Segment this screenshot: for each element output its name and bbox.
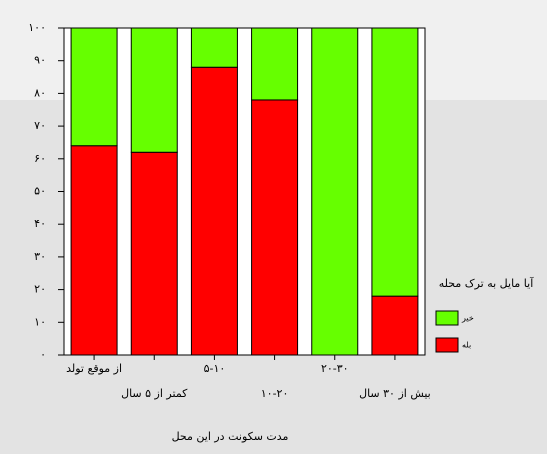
x-tick-label: ۱۰-۲۰ bbox=[261, 387, 289, 400]
y-tick-label: ۲۰ bbox=[34, 283, 46, 296]
bar-segment bbox=[190, 27, 238, 68]
bar-segment bbox=[70, 145, 118, 356]
legend-swatch bbox=[435, 337, 459, 353]
x-tick-label: از موقع تولد bbox=[66, 362, 122, 375]
y-tick-label: ۹۰ bbox=[34, 54, 46, 67]
x-tick-label: بیش از ۳۰ سال bbox=[359, 387, 431, 400]
legend-title: آیا مایل به ترک محله bbox=[439, 276, 535, 290]
bar-segment bbox=[251, 27, 299, 101]
x-tick-label: ۵-۱۰ bbox=[204, 362, 226, 375]
legend-label: خیر bbox=[461, 314, 474, 323]
y-tick-label: ۱۰ bbox=[34, 315, 46, 328]
bar-segment bbox=[251, 99, 299, 356]
legend-swatch bbox=[435, 310, 459, 326]
x-axis-title: مدت سکونت در این محل bbox=[172, 430, 289, 443]
bar-segment bbox=[311, 27, 359, 356]
y-tick-label: ۶۰ bbox=[34, 152, 46, 165]
y-tick-label: ۱۰۰ bbox=[28, 21, 46, 34]
x-tick-label: ۲۰-۳۰ bbox=[321, 362, 349, 375]
y-tick-label: ۷۰ bbox=[34, 119, 46, 132]
y-tick-label: ۴۰ bbox=[34, 217, 46, 230]
bar-segment bbox=[130, 27, 178, 153]
y-tick-label: ۰ bbox=[40, 348, 46, 361]
y-tick-label: ۳۰ bbox=[34, 250, 46, 263]
bar-segment bbox=[70, 27, 118, 147]
bar-segment bbox=[371, 27, 419, 297]
plot-area bbox=[63, 27, 426, 356]
x-tick-label: کمتر از ۵ سال bbox=[121, 387, 188, 400]
bar-segment bbox=[190, 66, 238, 356]
bar-segment bbox=[371, 295, 419, 356]
legend-label: بله bbox=[462, 341, 471, 350]
bar-segment bbox=[130, 151, 178, 356]
y-tick-label: ۸۰ bbox=[34, 86, 46, 99]
y-tick-label: ۵۰ bbox=[34, 185, 46, 198]
